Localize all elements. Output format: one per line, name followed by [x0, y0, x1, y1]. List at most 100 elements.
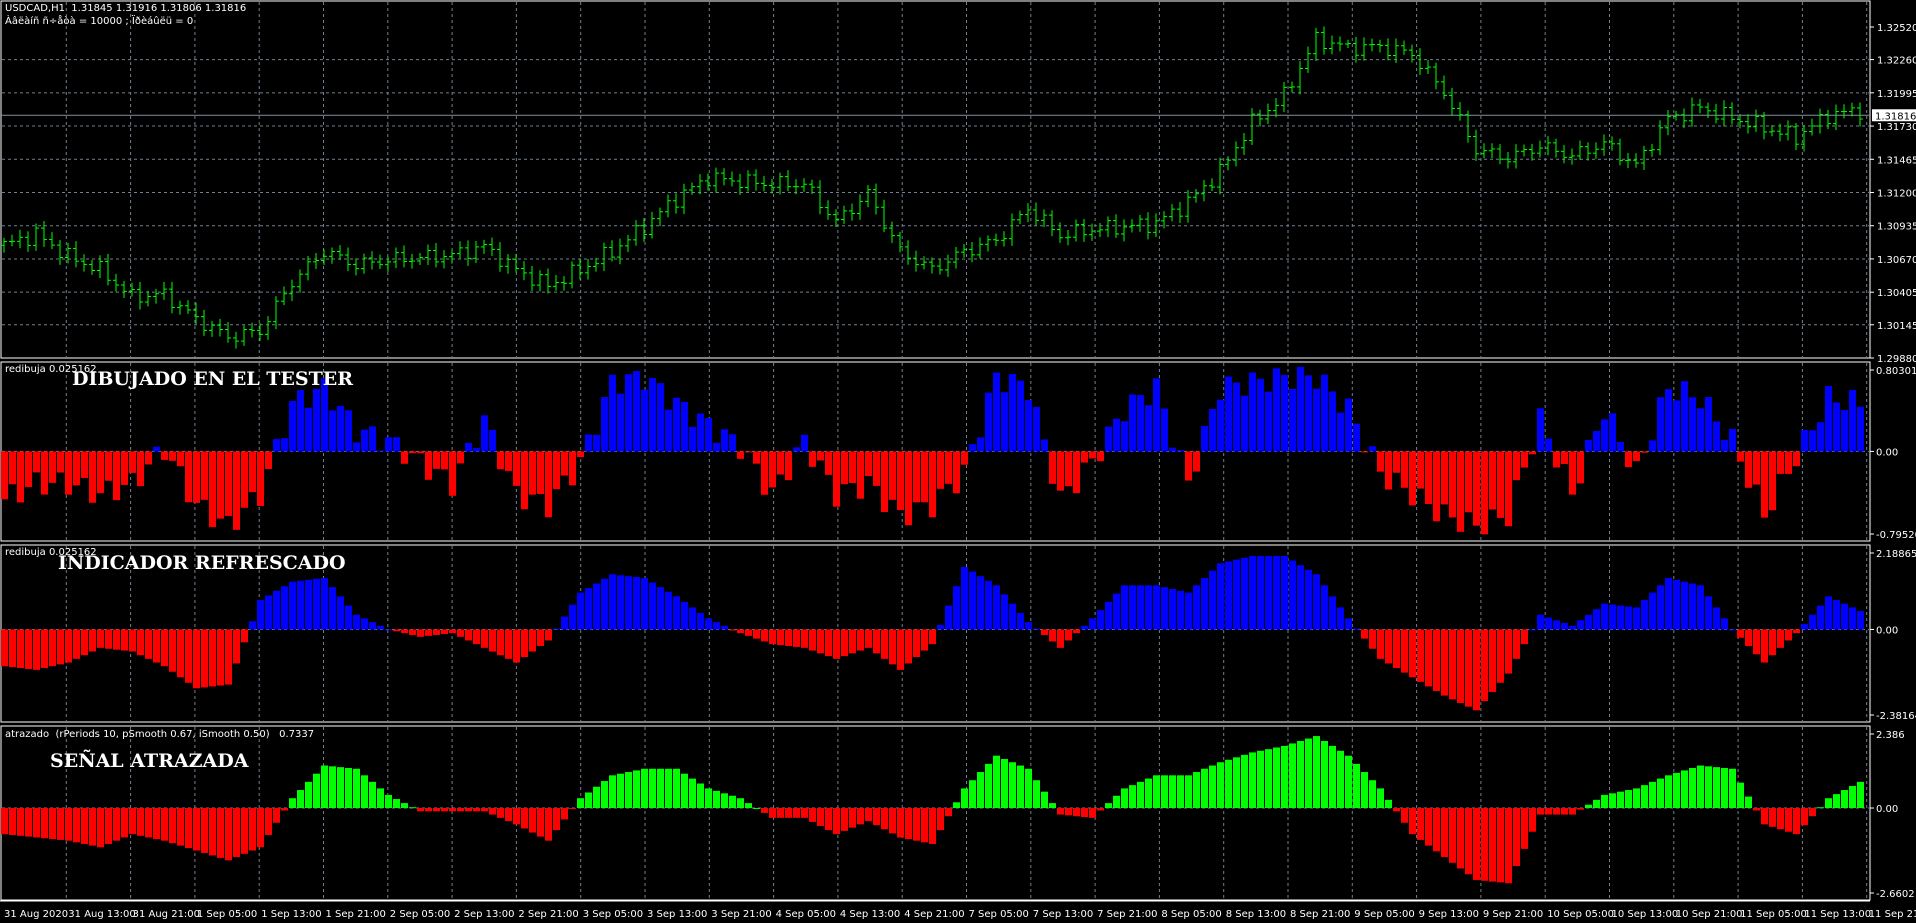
histogram-bar: [769, 808, 776, 818]
histogram-bar: [841, 629, 848, 657]
histogram-bar: [1657, 397, 1664, 452]
histogram-bar: [1169, 589, 1176, 630]
histogram-bar: [745, 803, 752, 809]
histogram-bar: [905, 629, 912, 664]
time-tick-label: 2 Sep 13:00: [454, 909, 514, 920]
histogram-bar: [1857, 406, 1864, 452]
histogram-bar: [1617, 791, 1624, 809]
histogram-bar: [1025, 768, 1032, 809]
histogram-bar: [633, 770, 640, 809]
histogram-bar: [57, 629, 64, 665]
histogram-bar: [1153, 775, 1160, 809]
histogram-bar: [353, 442, 360, 452]
histogram-bar: [1505, 629, 1512, 674]
histogram-bar: [1449, 451, 1456, 518]
histogram-bar: [1729, 428, 1736, 452]
histogram-bar: [1137, 781, 1144, 809]
histogram-bar: [65, 808, 72, 841]
time-tick-label: 3 Sep 13:00: [647, 909, 707, 920]
histogram-bar: [1065, 808, 1072, 816]
histogram-bar: [1665, 577, 1672, 630]
histogram-bar: [513, 808, 520, 825]
histogram-bar: [457, 629, 464, 637]
histogram-bar: [1649, 781, 1656, 809]
histogram-bar: [1193, 585, 1200, 630]
histogram-bar: [777, 629, 784, 646]
histogram-bar: [977, 437, 984, 452]
histogram-bar: [1633, 607, 1640, 630]
histogram-bar: [1401, 451, 1408, 488]
histogram-bar: [1225, 376, 1232, 452]
histogram-bar: [1001, 758, 1008, 809]
histogram-bar: [1017, 380, 1024, 452]
histogram-bar: [953, 451, 960, 494]
price-tick-label: 1.30145: [1877, 321, 1916, 332]
histogram-bar: [561, 451, 568, 476]
histogram-bar: [1297, 740, 1304, 809]
histogram-bar: [713, 442, 720, 452]
histogram-bar: [1681, 770, 1688, 809]
histogram-bar: [1545, 617, 1552, 630]
histogram-bar: [169, 451, 176, 461]
histogram-bar: [1065, 451, 1072, 487]
histogram-bar: [1113, 418, 1120, 452]
histogram-bar: [1097, 808, 1104, 811]
histogram-bar: [713, 790, 720, 809]
histogram-bar: [401, 451, 408, 464]
histogram-bar: [1209, 408, 1216, 452]
indicator-tick-label: 0.80301: [1876, 366, 1916, 377]
histogram-bar: [137, 451, 144, 487]
histogram-bar: [1457, 808, 1464, 869]
histogram-bar: [937, 624, 944, 630]
histogram-bar: [1449, 629, 1456, 700]
histogram-bar: [761, 629, 768, 642]
histogram-bar: [1065, 629, 1072, 641]
histogram-bar: [1049, 451, 1056, 484]
histogram-bar: [1633, 451, 1640, 462]
histogram-bar: [1537, 614, 1544, 630]
histogram-bar: [777, 808, 784, 818]
histogram-bar: [1657, 585, 1664, 630]
histogram-bar: [465, 808, 472, 812]
histogram-bar: [17, 629, 24, 669]
histogram-bar: [33, 808, 40, 838]
histogram-bar: [41, 629, 48, 669]
histogram-bar: [553, 808, 560, 831]
histogram-bar: [1009, 603, 1016, 630]
histogram-bar: [753, 808, 760, 810]
histogram-bar: [1273, 368, 1280, 452]
histogram-bar: [81, 808, 88, 844]
histogram-bar: [1769, 451, 1776, 511]
pane3-label: redibuja 0.025162: [5, 547, 97, 558]
indicator-tick-label: 0.00: [1876, 804, 1898, 815]
histogram-bar: [1425, 808, 1432, 846]
histogram-bar: [1529, 629, 1536, 631]
histogram-bar: [1233, 382, 1240, 452]
histogram-bar: [1769, 808, 1776, 827]
histogram-bar: [497, 808, 504, 818]
histogram-bar: [625, 772, 632, 809]
histogram-bar: [689, 426, 696, 452]
indicator-tick-label: 0.00: [1876, 625, 1898, 636]
histogram-bar: [1433, 451, 1440, 522]
histogram-bar: [489, 429, 496, 452]
histogram-bar: [145, 451, 152, 465]
histogram-bar: [81, 629, 88, 656]
histogram-bar: [385, 629, 392, 631]
histogram-bar: [1649, 440, 1656, 452]
histogram-bar: [937, 808, 944, 831]
histogram-bar: [369, 781, 376, 809]
histogram-bar: [1537, 808, 1544, 815]
histogram-bar: [1361, 772, 1368, 809]
histogram-bar: [209, 451, 216, 528]
time-tick-label: 10 Sep 21:00: [1676, 909, 1743, 920]
histogram-bar: [1177, 590, 1184, 630]
histogram-bar: [1481, 629, 1488, 702]
histogram-bar: [841, 451, 848, 485]
histogram-bar: [169, 629, 176, 672]
histogram-bar: [1601, 419, 1608, 452]
histogram-bar: [249, 808, 256, 851]
histogram-bar: [1809, 430, 1816, 452]
histogram-bar: [25, 629, 32, 669]
